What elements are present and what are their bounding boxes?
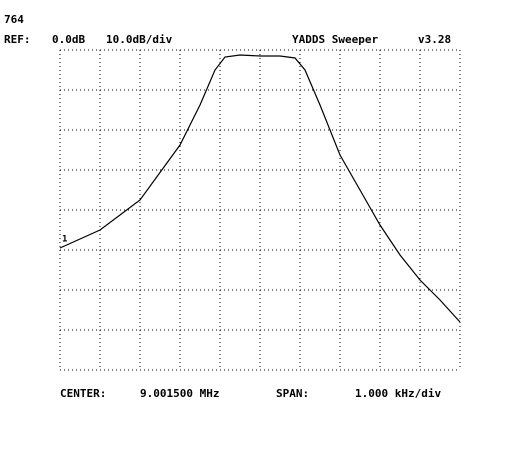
scale: 10.0dB/div	[106, 33, 173, 46]
ref-level: 0.0dB	[52, 33, 85, 46]
ref-label: REF:	[4, 33, 31, 46]
marker-label: 1	[62, 235, 67, 245]
trace	[59, 54, 461, 323]
version: v3.28	[418, 33, 451, 46]
id: 764	[4, 13, 24, 26]
span: 1.000 kHz/div	[355, 387, 441, 400]
span-label: SPAN:	[276, 387, 309, 400]
center-label: CENTER:	[60, 387, 106, 400]
title: YADDS Sweeper	[292, 33, 378, 46]
center: 9.001500 MHz	[140, 387, 219, 400]
